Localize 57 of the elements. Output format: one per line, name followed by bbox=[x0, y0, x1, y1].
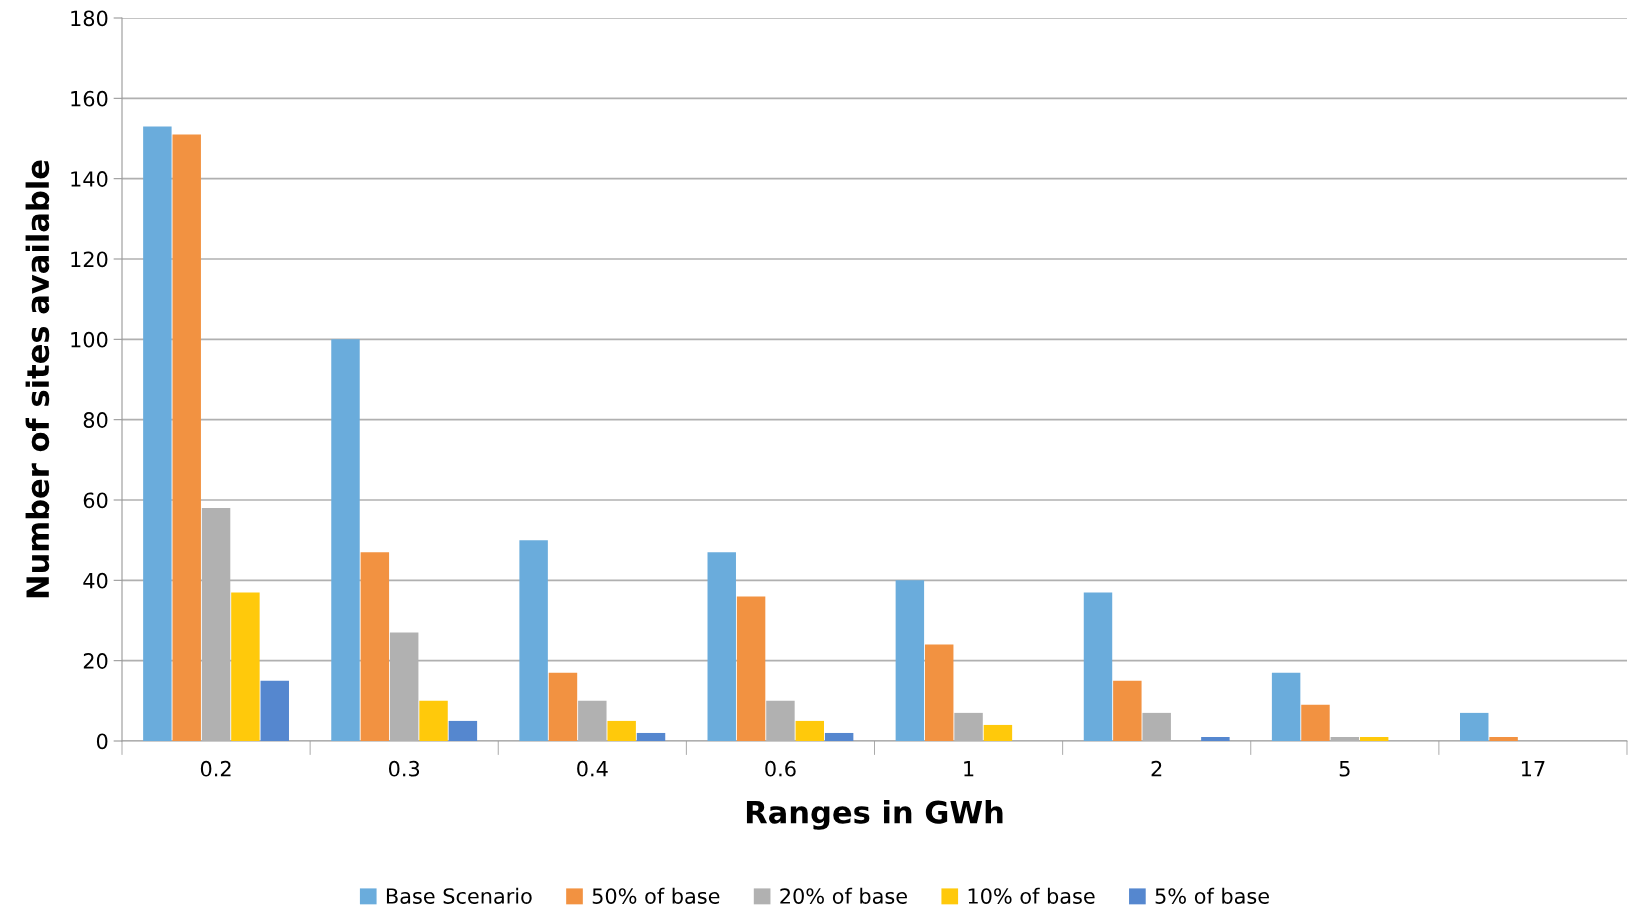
y-tick-label: 60 bbox=[83, 492, 108, 509]
bar bbox=[954, 712, 983, 741]
bar bbox=[331, 339, 360, 741]
bar bbox=[1113, 680, 1142, 741]
bar bbox=[172, 134, 201, 741]
bar bbox=[1201, 736, 1230, 741]
bar bbox=[1489, 736, 1518, 741]
x-tick-label: 17 bbox=[1521, 761, 1545, 777]
x-tick-label: 0.3 bbox=[389, 760, 420, 777]
bar bbox=[548, 672, 578, 741]
x-tick-label: 2 bbox=[1151, 760, 1162, 777]
bar bbox=[231, 592, 260, 741]
x-tick-label: 5 bbox=[1339, 761, 1350, 777]
bar bbox=[419, 700, 448, 741]
x-axis-title: Ranges in GWh bbox=[746, 800, 1003, 830]
legend-label: 5% of base bbox=[1155, 887, 1269, 904]
bar bbox=[1330, 736, 1360, 741]
bar bbox=[736, 596, 766, 741]
y-tick-label: 100 bbox=[71, 331, 108, 348]
legend-label: 10% of base bbox=[968, 887, 1095, 904]
y-tick-label: 180 bbox=[71, 10, 108, 27]
bar bbox=[607, 720, 636, 741]
y-tick-label: 0 bbox=[96, 733, 108, 750]
y-tick-label: 160 bbox=[71, 90, 108, 107]
bar bbox=[143, 126, 172, 741]
bar bbox=[1083, 592, 1113, 741]
x-tick-label: 0.2 bbox=[200, 760, 231, 777]
x-tick-label: 1 bbox=[964, 761, 974, 777]
bar bbox=[895, 580, 925, 741]
bar bbox=[519, 540, 548, 741]
x-tick-label: 0.4 bbox=[577, 760, 608, 777]
bar bbox=[707, 552, 736, 741]
bar bbox=[1301, 704, 1330, 741]
bar bbox=[795, 720, 825, 741]
bar bbox=[766, 700, 795, 741]
y-tick-label: 80 bbox=[83, 412, 108, 428]
bar bbox=[824, 732, 854, 741]
y-axis-title: Number of sites available bbox=[25, 160, 50, 598]
bar bbox=[448, 720, 478, 741]
y-tick-label: 20 bbox=[83, 653, 108, 669]
bar bbox=[1460, 712, 1489, 741]
bar bbox=[924, 644, 954, 741]
bar bbox=[636, 732, 666, 741]
legend-label: 20% of base bbox=[780, 887, 907, 904]
bar bbox=[983, 724, 1013, 741]
bar bbox=[1271, 672, 1301, 741]
bar bbox=[1142, 712, 1171, 741]
bar bbox=[360, 552, 390, 741]
x-tick-label: 0.6 bbox=[765, 760, 796, 777]
bar bbox=[578, 700, 607, 741]
y-tick-label: 120 bbox=[71, 251, 108, 268]
bar bbox=[260, 680, 289, 741]
bar bbox=[1359, 736, 1389, 741]
legend-label: 50% of base bbox=[592, 887, 720, 904]
y-tick-label: 40 bbox=[83, 572, 108, 589]
y-tick-label: 140 bbox=[71, 171, 108, 187]
legend-label: Base Scenario bbox=[386, 887, 532, 904]
